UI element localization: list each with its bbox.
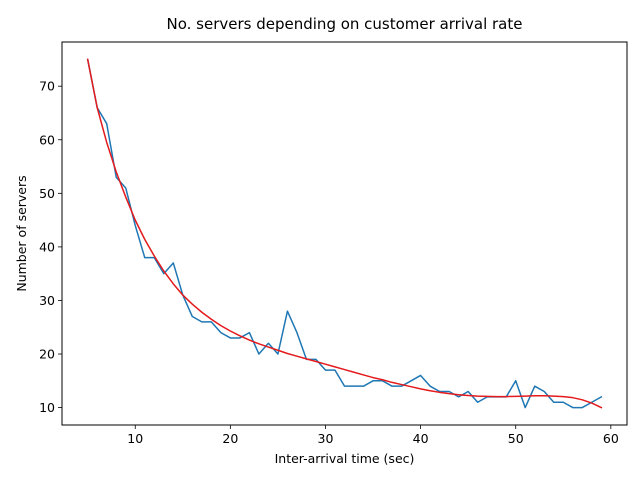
y-axis: 10 20 30 40 50 60 70 <box>39 79 62 415</box>
x-tick-label: 30 <box>318 431 334 446</box>
series-line-fitted <box>86 58 603 409</box>
x-tick-label: 50 <box>508 431 524 446</box>
chart-title: No. servers depending on customer arriva… <box>167 15 523 33</box>
x-axis: 10 20 30 40 50 60 <box>127 425 619 446</box>
series-line-observed <box>86 58 603 409</box>
y-tick-label: 60 <box>39 132 55 147</box>
y-tick-label: 30 <box>39 293 55 308</box>
x-tick-label: 60 <box>603 431 619 446</box>
y-axis-label: Number of servers <box>14 175 29 291</box>
series-layer <box>86 58 603 409</box>
axes-frame <box>61 41 628 426</box>
y-tick-label: 50 <box>39 186 55 201</box>
y-tick-label: 10 <box>39 400 55 415</box>
y-tick-label: 20 <box>39 347 55 362</box>
axes-background <box>62 42 627 425</box>
x-tick-label: 40 <box>413 431 429 446</box>
x-axis-label: Inter-arrival time (sec) <box>275 451 415 466</box>
y-tick-label: 70 <box>39 79 55 94</box>
x-tick-label: 10 <box>127 431 143 446</box>
plot-area <box>61 41 628 426</box>
y-tick-label: 40 <box>39 239 55 254</box>
x-tick-label: 20 <box>222 431 238 446</box>
